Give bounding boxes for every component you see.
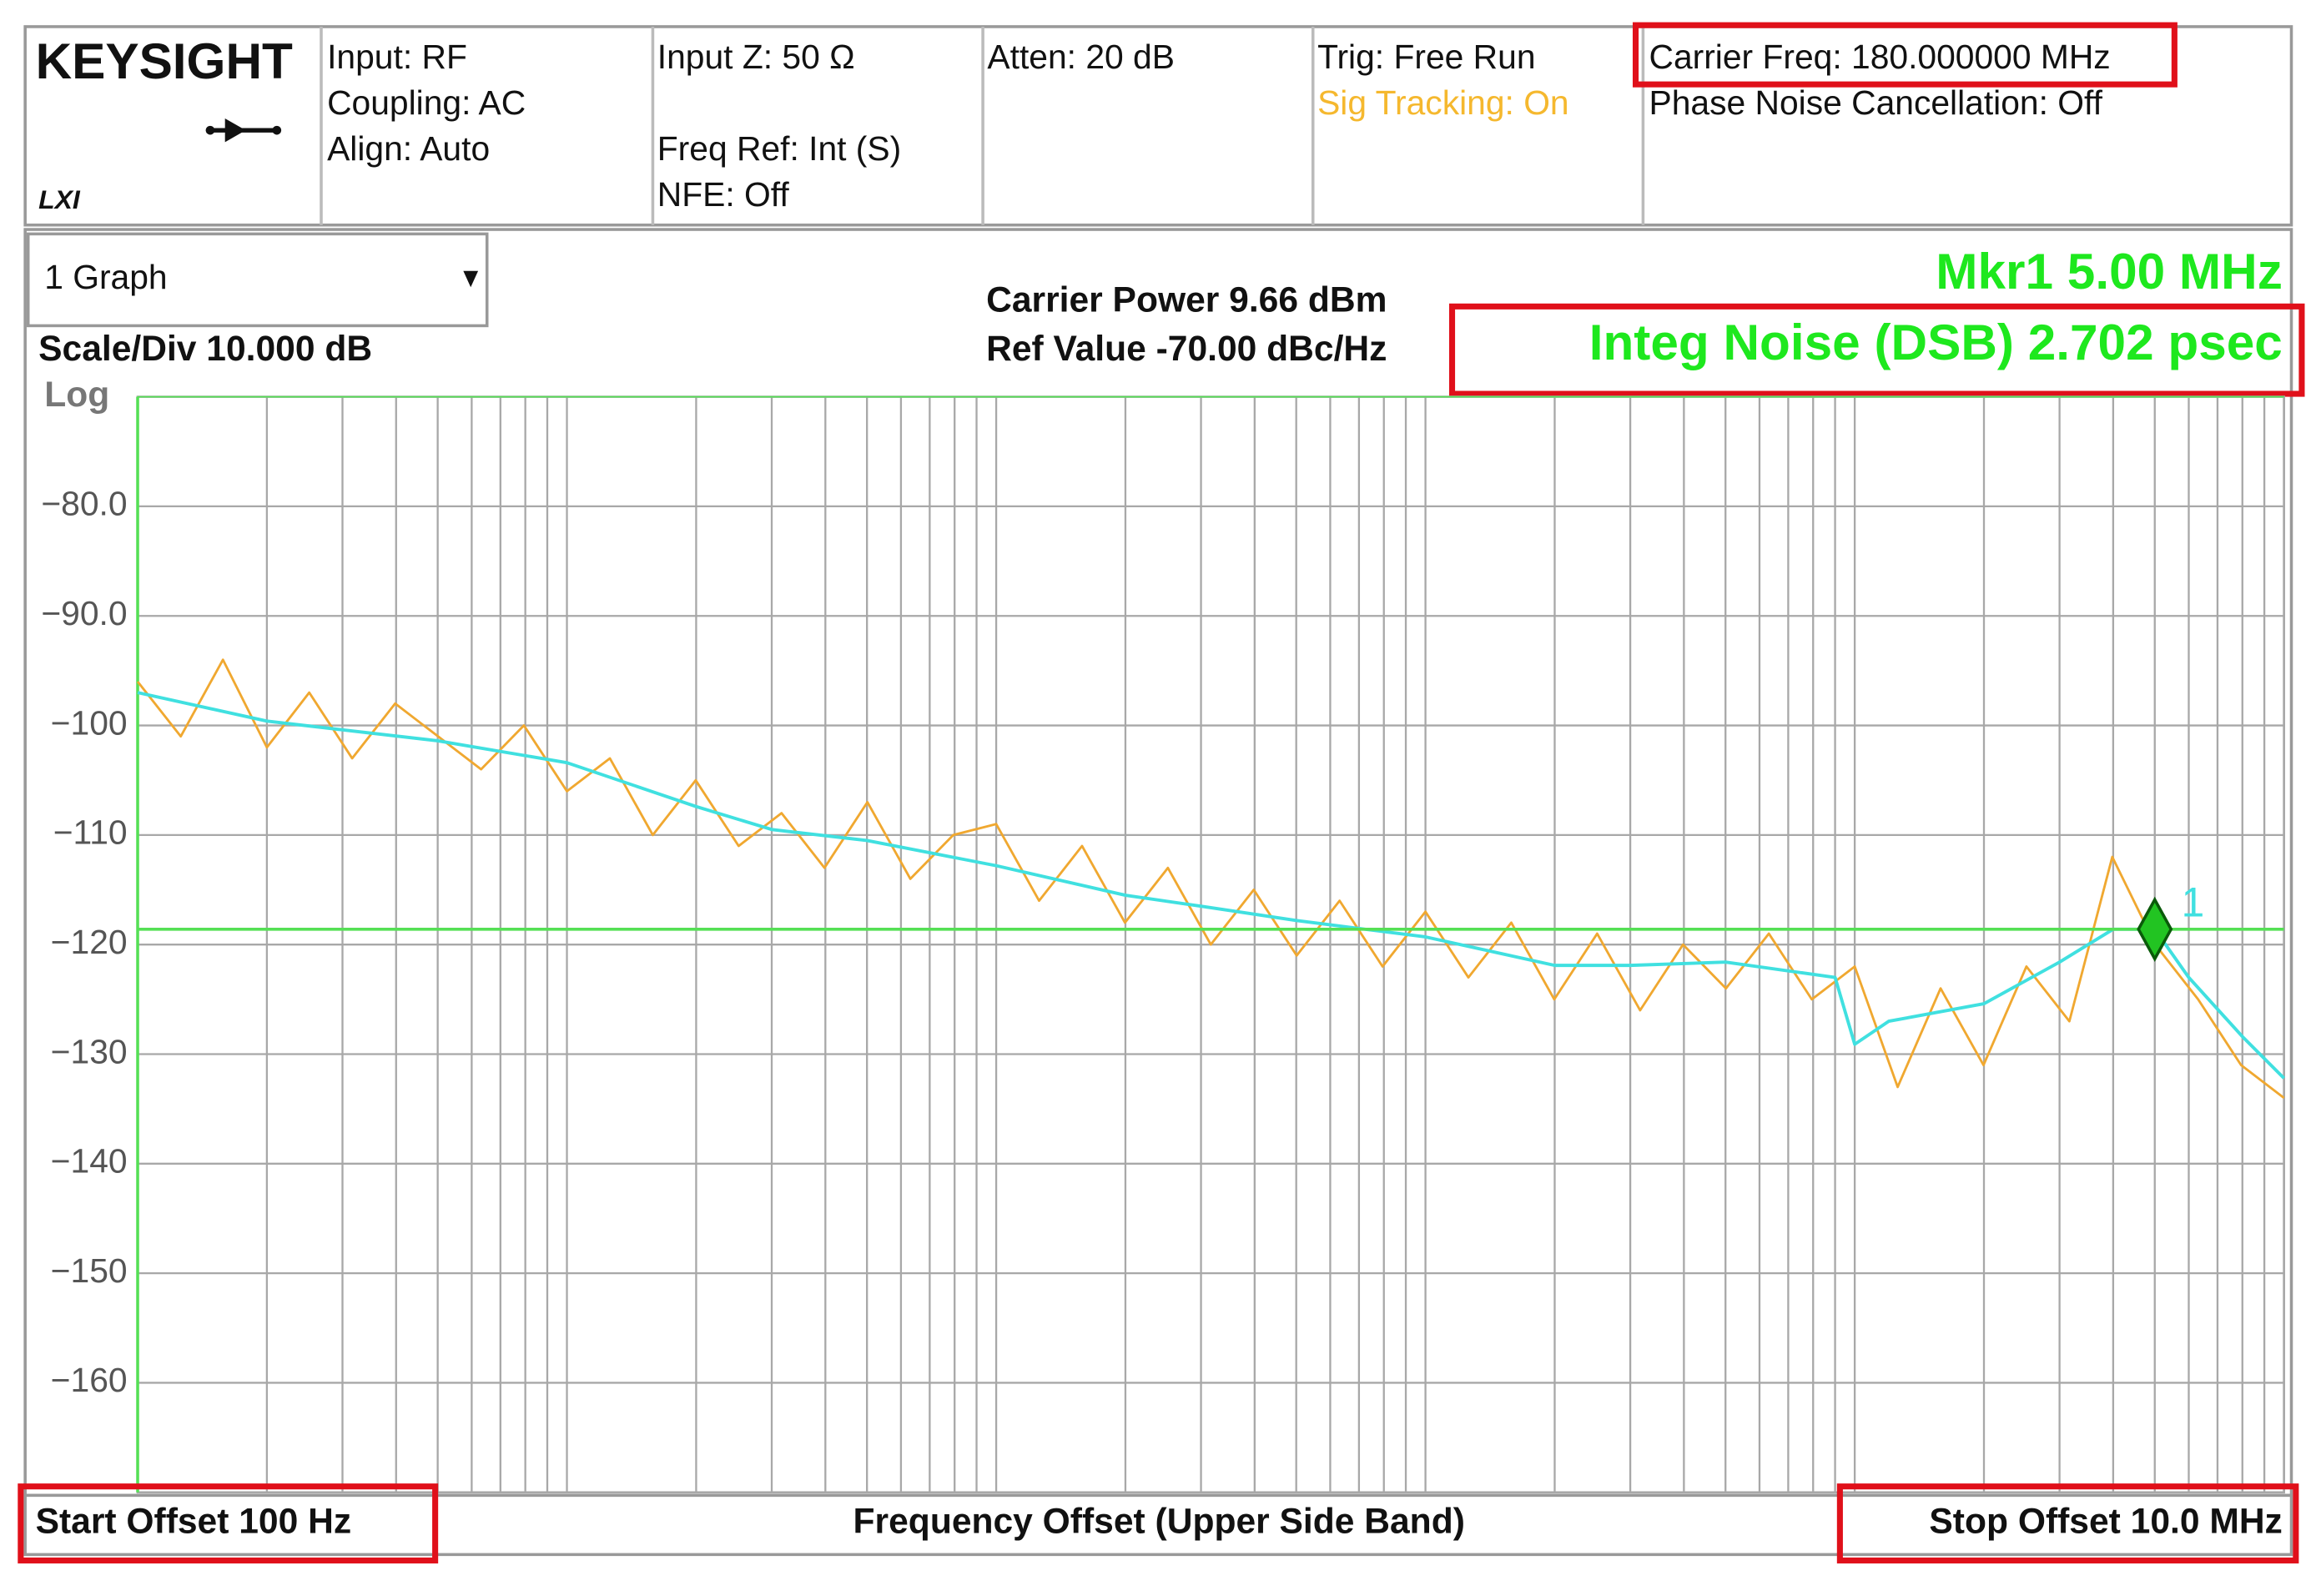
y-tick-label: −90.0 bbox=[41, 594, 127, 632]
y-tick-label: −80.0 bbox=[41, 485, 127, 523]
y-tick-label: −150 bbox=[51, 1251, 128, 1290]
marker bbox=[2137, 896, 2173, 962]
scale-type: Log bbox=[44, 375, 109, 415]
carrier-power: Carrier Power 9.66 dBm bbox=[986, 279, 1387, 320]
status-text: Coupling: AC bbox=[327, 83, 526, 122]
status-text: Input Z: 50 Ω bbox=[657, 38, 855, 76]
header-frame bbox=[23, 25, 2293, 227]
y-tick-label: −130 bbox=[51, 1032, 128, 1070]
y-tick-label: −100 bbox=[51, 703, 128, 742]
status-text: Freq Ref: Int (S) bbox=[657, 129, 901, 168]
stop-offset: Stop Offset 10.0 MHz bbox=[1929, 1501, 2282, 1541]
status-text: Carrier Freq: 180.000000 MHz bbox=[1649, 38, 2110, 76]
dropdown-text: 1 Graph bbox=[44, 258, 167, 296]
status-text: Phase Noise Cancellation: Off bbox=[1649, 83, 2102, 122]
status-text: Input: RF bbox=[327, 38, 467, 76]
y-tick-label: −160 bbox=[51, 1361, 128, 1399]
status-text: NFE: Off bbox=[657, 175, 790, 214]
axis-title: Frequency Offset (Upper Side Band) bbox=[853, 1501, 1465, 1541]
status-text: Align: Auto bbox=[327, 129, 490, 168]
status-text: Atten: 20 dB bbox=[987, 38, 1175, 76]
highlight-box bbox=[18, 1483, 439, 1563]
highlight-box bbox=[1632, 22, 2178, 88]
highlight-box bbox=[1836, 1483, 2299, 1563]
trace bbox=[137, 691, 2286, 1080]
integ-noise: Integ Noise (DSB) 2.702 psec bbox=[1589, 314, 2283, 370]
lxi-logo: LXI bbox=[38, 184, 81, 214]
logo: KEYSIGHT bbox=[36, 33, 293, 89]
status-text: Trig: Free Run bbox=[1317, 38, 1535, 76]
graph-dropdown[interactable] bbox=[26, 232, 489, 328]
ref-value: Ref Value -70.00 dBc/Hz bbox=[986, 329, 1387, 369]
marker-readout: Mkr1 5.00 MHz bbox=[1936, 243, 2283, 300]
dropdown-arrow bbox=[463, 270, 479, 288]
y-tick-label: −140 bbox=[51, 1142, 128, 1181]
trace bbox=[136, 658, 2285, 1100]
lan-icon bbox=[205, 118, 282, 143]
highlight-box bbox=[1448, 303, 2305, 397]
marker-label: 1 bbox=[2182, 879, 2205, 926]
y-tick-label: −110 bbox=[53, 813, 128, 852]
scale-text: Scale/Div 10.000 dB bbox=[38, 329, 372, 369]
plot: −80.0 −90.0 −100 −110 −120 −130 −140 −150 −160 1 bbox=[41, 395, 2286, 1494]
status-text: Sig Tracking: On bbox=[1317, 83, 1569, 122]
y-tick-label: −120 bbox=[51, 923, 128, 961]
start-offset: Start Offset 100 Hz bbox=[36, 1501, 352, 1541]
